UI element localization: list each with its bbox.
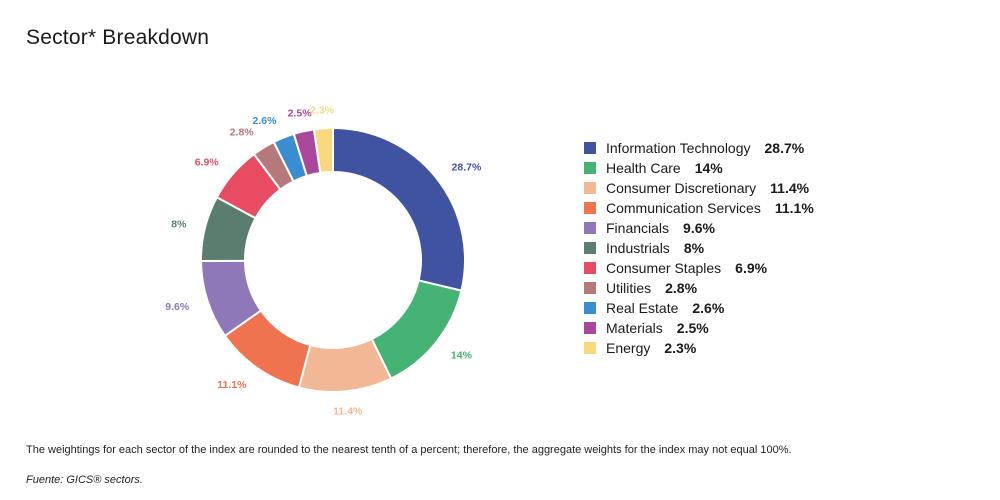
legend-name: Communication Services [606, 200, 761, 216]
donut-slice-1 [370, 279, 463, 380]
legend-item-4: Financials 9.6% [584, 218, 814, 238]
slice-label-4: 9.6% [165, 301, 190, 313]
legend-name: Consumer Discretionary [606, 180, 757, 196]
legend-value: 28.7% [764, 140, 805, 156]
legend-value: 9.6% [683, 220, 715, 236]
legend-swatch [584, 142, 596, 154]
legend-swatch [584, 222, 596, 234]
slice-label-1: 14% [451, 349, 473, 361]
legend-value: 14% [694, 160, 723, 176]
slice-label-10: 2.3% [310, 104, 335, 116]
legend-value: 11.1% [774, 200, 814, 216]
legend-name: Real Estate [606, 300, 679, 316]
legend-swatch [584, 322, 596, 334]
legend-name: Utilities [606, 280, 652, 296]
slice-label-8: 2.6% [253, 115, 278, 127]
legend-name: Information Technology [606, 140, 751, 156]
legend-value: 2.6% [692, 300, 725, 316]
legend-value: 2.3% [664, 340, 697, 356]
slice-label-0: 28.7% [452, 161, 482, 173]
donut-slice-0 [332, 126, 466, 292]
legend-name: Financials [606, 220, 670, 236]
legend-item-7: Utilities 2.8% [584, 278, 814, 298]
legend-item-1: Health Care 14% [584, 158, 814, 178]
legend-value: 8% [683, 240, 705, 256]
legend-name: Consumer Staples [606, 260, 722, 276]
legend-item-5: Industrials 8% [584, 238, 814, 258]
legend-swatch [584, 242, 596, 254]
legend-value: 6.9% [735, 260, 768, 276]
legend-item-9: Materials 2.5% [584, 318, 814, 338]
legend-name: Materials [606, 320, 663, 336]
slice-label-6: 6.9% [195, 156, 220, 168]
legend-name: Energy [606, 340, 651, 356]
slice-label-5: 8% [171, 219, 187, 231]
legend-item-3: Communication Services 11.1% [584, 198, 814, 218]
donut-chart: 28.7% 14% 11.4% 11.1% 9.6% 8% 6.9% 2.8%2.6% 2.5%… [165, 104, 482, 417]
legend-value: 2.5% [676, 320, 709, 336]
legend-swatch [584, 182, 596, 194]
legend-swatch [584, 162, 596, 174]
slice-label-3: 11.1% [217, 379, 247, 391]
legend-item-6: Consumer Staples 6.9% [584, 258, 814, 278]
legend-item-10: Energy 2.3% [584, 338, 814, 358]
legend-name: Health Care [606, 160, 681, 176]
legend-value: 11.4% [770, 180, 810, 196]
donut-slice-10 [312, 126, 334, 175]
legend-swatch [584, 202, 596, 214]
legend-swatch [584, 262, 596, 274]
source-note: Fuente: GICS® sectors. [26, 474, 143, 486]
legend-swatch [584, 302, 596, 314]
chart-title: Sector* Breakdown [26, 26, 210, 49]
slice-label-2: 11.4% [333, 405, 363, 417]
legend-item-2: Consumer Discretionary 11.4% [584, 178, 814, 198]
legend-swatch [584, 282, 596, 294]
chart-legend: Information Technology 28.7% Health Care 14… [584, 138, 814, 358]
slice-label-7: 2.8% [230, 127, 255, 139]
legend-value: 2.8% [665, 280, 698, 296]
legend-name: Industrials [606, 240, 670, 256]
footnote: The weightings for each sector of the in… [26, 444, 792, 456]
slice-label-9: 2.5% [288, 108, 313, 120]
legend-item-8: Real Estate 2.6% [584, 298, 814, 318]
legend-item-0: Information Technology 28.7% [584, 138, 814, 158]
legend-swatch [584, 342, 596, 354]
